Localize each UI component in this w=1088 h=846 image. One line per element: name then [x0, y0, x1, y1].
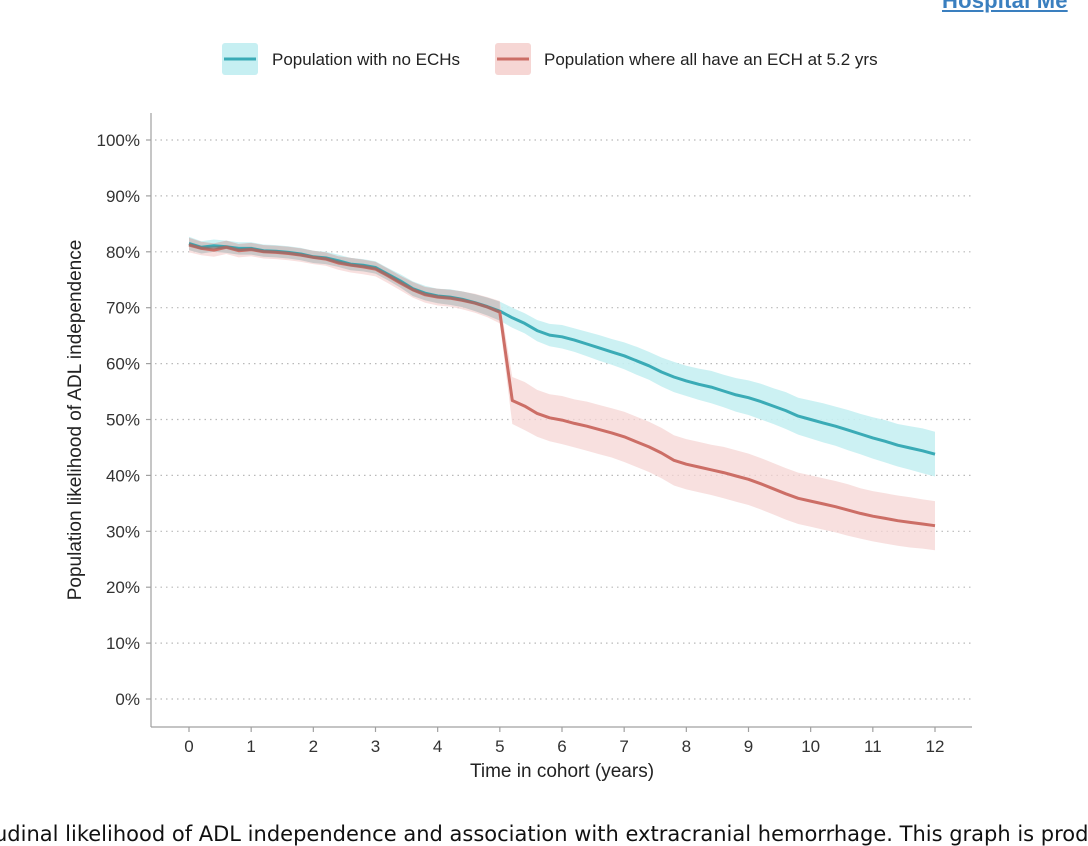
x-tick-label-5: 5: [495, 737, 504, 756]
y-tick-label-6: 60%: [106, 355, 140, 374]
legend-label-no-ech: Population with no ECHs: [272, 50, 460, 69]
y-axis-title: Population likelihood of ADL independenc…: [65, 240, 86, 601]
x-tick-label-11: 11: [864, 737, 882, 756]
x-axis-ticks: 0 1 2 3 4 5 6 7 8 9 10 11 12: [184, 727, 944, 756]
y-tick-label-7: 70%: [106, 299, 140, 318]
figure-caption: udinal likelihood of ADL independence an…: [0, 822, 1088, 846]
y-tick-label-8: 80%: [106, 243, 140, 262]
ci-band-no-ech: [189, 236, 935, 477]
legend-item-ech[interactable]: Population where all have an ECH at 5.2 …: [495, 43, 878, 75]
y-tick-label-5: 50%: [106, 411, 140, 430]
x-tick-label-12: 12: [926, 737, 945, 756]
journal-name-link[interactable]: Hospital Me: [942, 0, 1068, 13]
ci-band-ech: [189, 237, 935, 551]
y-tick-label-9: 90%: [106, 187, 140, 206]
x-tick-label-10: 10: [801, 737, 820, 756]
y-tick-label-4: 40%: [106, 466, 140, 485]
x-tick-label-4: 4: [433, 737, 442, 756]
x-tick-label-0: 0: [184, 737, 193, 756]
y-tick-label-3: 30%: [106, 522, 140, 541]
x-tick-label-6: 6: [557, 737, 566, 756]
y-tick-label-0: 0%: [115, 690, 140, 709]
legend-label-ech: Population where all have an ECH at 5.2 …: [544, 50, 878, 69]
x-tick-label-9: 9: [744, 737, 753, 756]
x-tick-label-1: 1: [246, 737, 255, 756]
y-axis-ticks: 0% 10% 20% 30% 40% 50% 60% 70% 80% 90% 100%: [97, 131, 151, 709]
x-tick-label-3: 3: [371, 737, 380, 756]
x-tick-label-2: 2: [309, 737, 318, 756]
legend: Population with no ECHs Population where…: [222, 43, 878, 75]
legend-item-no-ech[interactable]: Population with no ECHs: [222, 43, 460, 75]
y-tick-label-2: 20%: [106, 578, 140, 597]
y-tick-label-1: 10%: [106, 634, 140, 653]
x-tick-label-7: 7: [619, 737, 628, 756]
series-line-shared: [188, 242, 501, 314]
x-tick-label-8: 8: [682, 737, 691, 756]
series-lines: [188, 241, 936, 528]
y-tick-label-10: 100%: [97, 131, 140, 150]
x-axis-title: Time in cohort (years): [470, 761, 654, 782]
